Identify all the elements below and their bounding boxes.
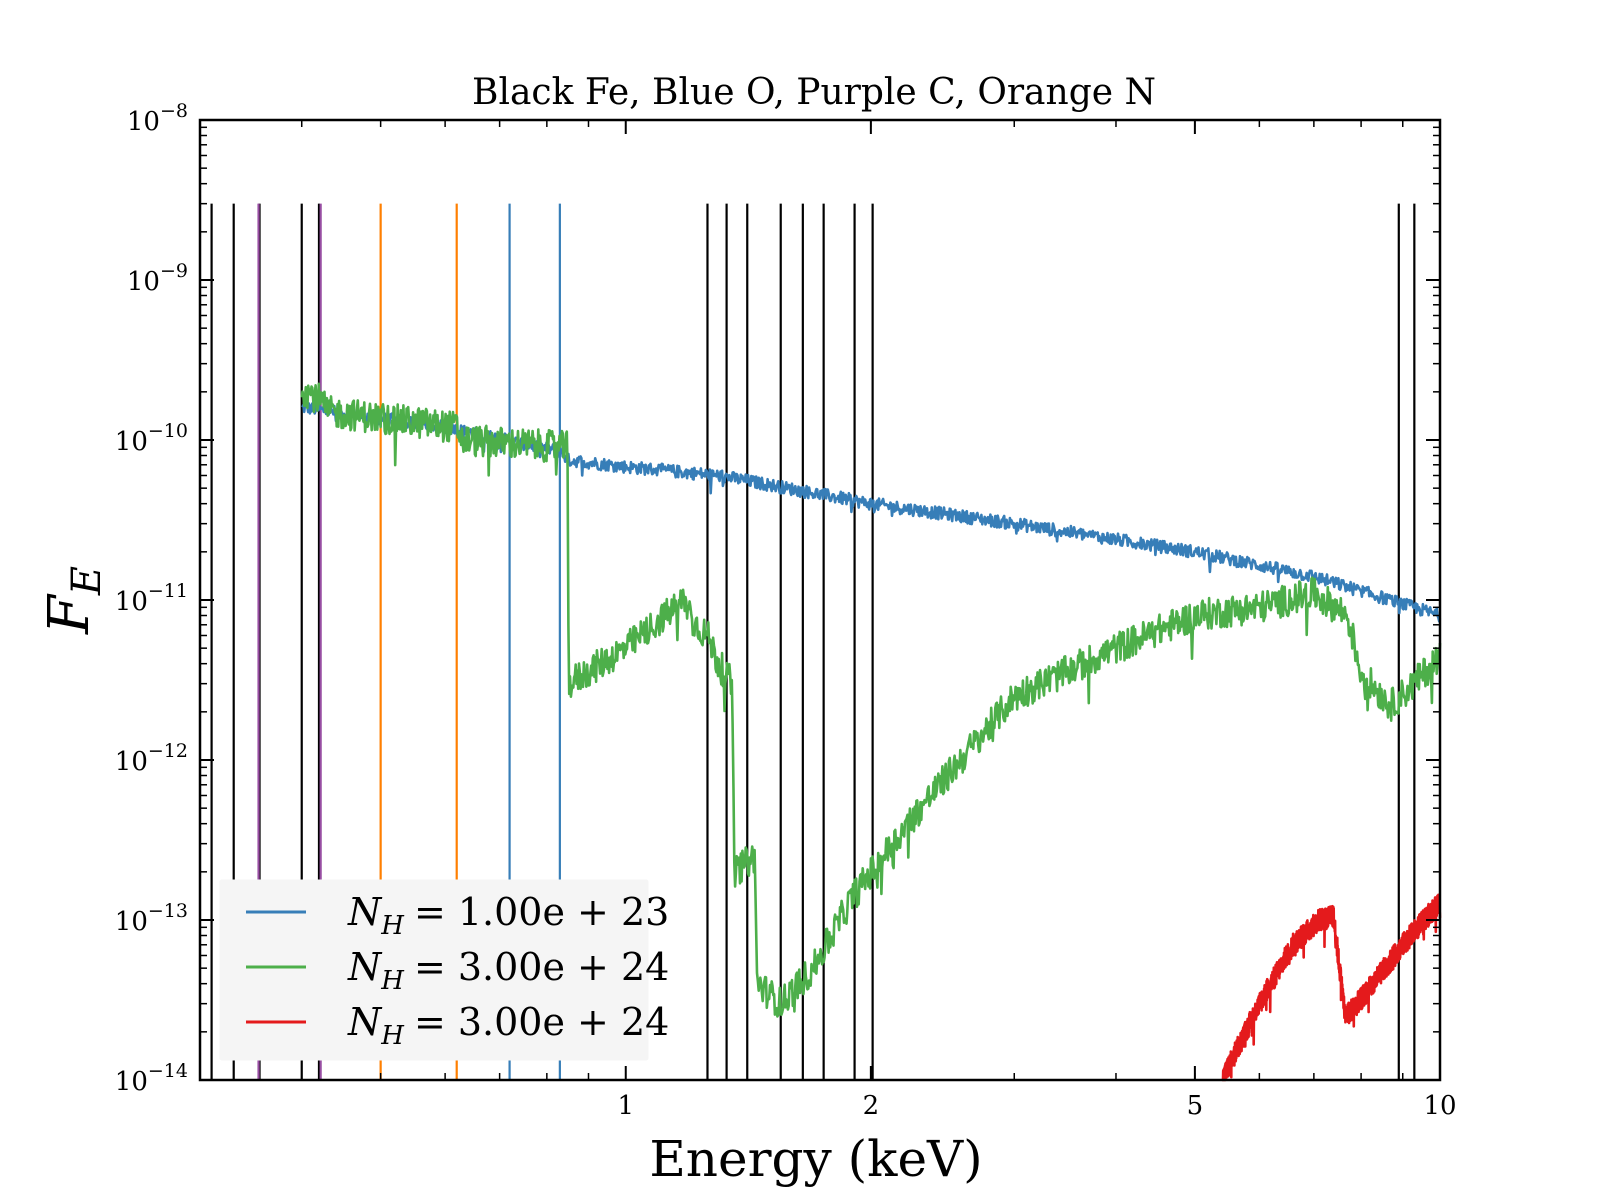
x-tick-label: 1 [617, 1091, 634, 1121]
y-tick-label: 10−10 [115, 420, 188, 457]
series-line-2 [300, 382, 1442, 1018]
x-axis-label: Energy (keV) [649, 1130, 982, 1188]
x-tick-label: 2 [863, 1091, 880, 1121]
series-line-3 [1221, 893, 1442, 1082]
chart-title: Black Fe, Blue O, Purple C, Orange N [472, 72, 1156, 113]
legend-label-3: NH = 3.00e + 24 [347, 1000, 669, 1051]
legend-box [219, 879, 649, 1061]
x-tick-label: 5 [1187, 1091, 1204, 1121]
series-layer [300, 382, 1442, 1082]
x-tick-label: 10 [1423, 1091, 1456, 1121]
